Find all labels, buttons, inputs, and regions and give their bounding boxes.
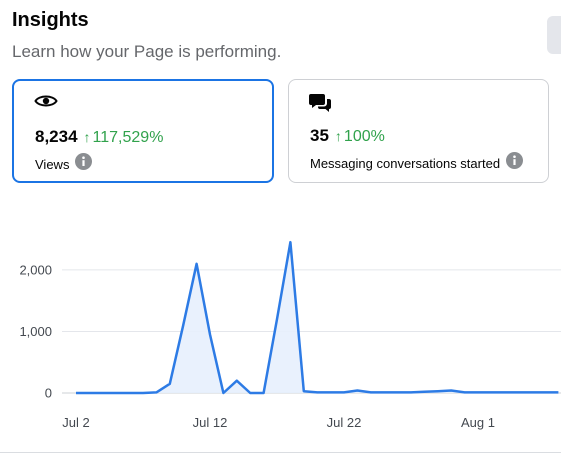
y-tick-label: 0 <box>45 386 52 401</box>
views-metric-card[interactable]: 8,234 ↑ 117,529% Views <box>12 79 274 183</box>
x-tick-label: Jul 12 <box>193 415 228 430</box>
chart-grid <box>62 269 561 394</box>
views-series-line <box>76 240 559 395</box>
y-tick-label: 1,000 <box>19 324 52 339</box>
x-axis: Jul 2 Jul 12 Jul 22 Aug 1 <box>62 415 495 430</box>
views-value: 8,234 <box>35 127 78 146</box>
y-axis: 0 1,000 2,000 <box>19 262 52 400</box>
x-tick-label: Jul 2 <box>62 415 89 430</box>
views-change: ↑ 117,529% <box>84 129 164 147</box>
views-label: Views <box>35 156 70 172</box>
messaging-change: ↑ 100% <box>335 128 385 146</box>
x-tick-label: Jul 22 <box>327 415 362 430</box>
messaging-value: 35 <box>310 126 329 145</box>
info-icon[interactable] <box>506 152 524 174</box>
views-line-chart: 0 1,000 2,000 Jul 2 Jul 12 Jul 22 Aug 1 <box>19 240 561 430</box>
messaging-change-value: 100% <box>343 128 385 145</box>
up-arrow-icon: ↑ <box>334 128 342 144</box>
bottom-divider <box>0 452 561 453</box>
messaging-metric-card[interactable]: 35 ↑ 100% Messaging conversations started <box>288 79 549 183</box>
eye-icon <box>34 93 58 114</box>
views-area-fill <box>76 242 559 393</box>
messaging-label: Messaging conversations started <box>310 155 501 171</box>
top-right-button[interactable] <box>547 16 561 54</box>
page-subtitle: Learn how your Page is performing. <box>12 42 282 61</box>
x-tick-label: Aug 1 <box>461 415 495 430</box>
views-change-value: 117,529% <box>92 129 164 146</box>
chat-bubbles-icon <box>309 92 333 119</box>
up-arrow-icon: ↑ <box>83 129 91 145</box>
page-title: Insights <box>12 9 89 31</box>
y-tick-label: 2,000 <box>19 262 52 277</box>
info-icon[interactable] <box>75 153 93 175</box>
